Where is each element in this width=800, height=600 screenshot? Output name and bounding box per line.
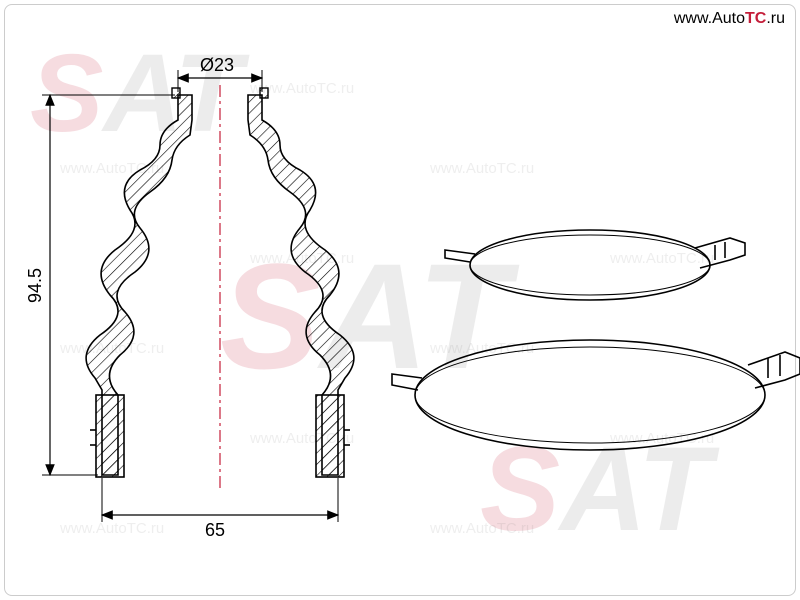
boot-base-right bbox=[316, 395, 344, 477]
boot-base-left bbox=[96, 395, 124, 477]
clamp-small bbox=[445, 230, 745, 300]
technical-drawing bbox=[0, 0, 800, 600]
clamp-large bbox=[392, 340, 800, 450]
boot-top-lip-right bbox=[260, 88, 268, 98]
boot-top-lip-left bbox=[172, 88, 180, 98]
